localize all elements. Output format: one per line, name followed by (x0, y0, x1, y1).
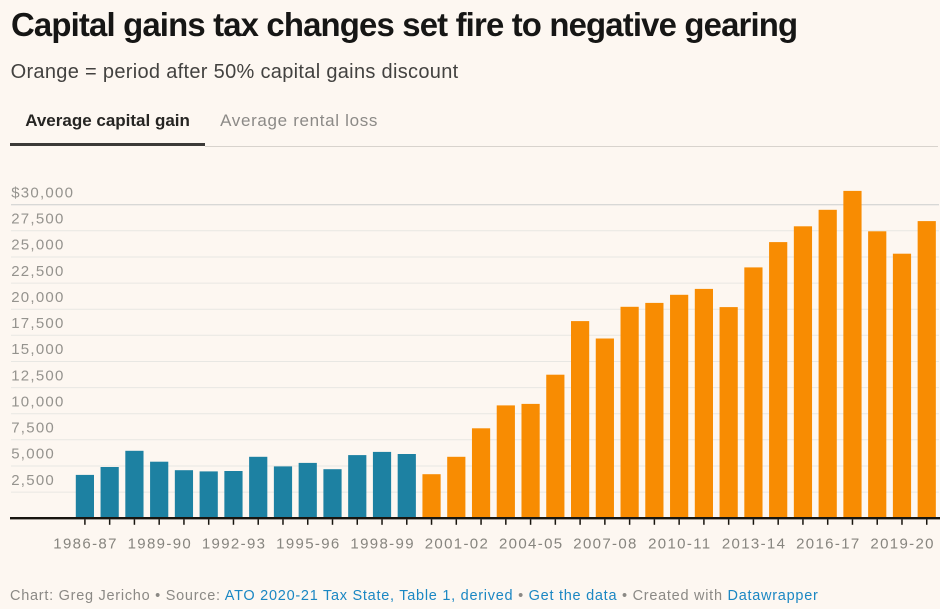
svg-text:5,000: 5,000 (11, 446, 55, 463)
svg-text:1998-99: 1998-99 (350, 536, 415, 553)
svg-text:2019-20: 2019-20 (870, 536, 935, 553)
svg-text:2010-11: 2010-11 (648, 536, 711, 553)
svg-text:2013-14: 2013-14 (722, 536, 787, 553)
svg-text:10,000: 10,000 (11, 393, 64, 410)
svg-text:2,500: 2,500 (11, 472, 55, 489)
svg-text:22,500: 22,500 (11, 263, 64, 280)
svg-text:2016-17: 2016-17 (796, 536, 861, 553)
svg-text:2004-05: 2004-05 (499, 536, 564, 553)
svg-text:1986-87: 1986-87 (53, 536, 118, 553)
svg-text:27,500: 27,500 (11, 211, 64, 228)
svg-text:$30,000: $30,000 (11, 184, 74, 201)
svg-text:20,000: 20,000 (11, 289, 64, 306)
svg-text:1989-90: 1989-90 (128, 536, 193, 553)
svg-text:15,000: 15,000 (11, 341, 64, 358)
svg-text:2001-02: 2001-02 (425, 536, 490, 553)
svg-text:25,000: 25,000 (11, 237, 64, 254)
svg-text:1995-96: 1995-96 (276, 536, 341, 553)
svg-text:1992-93: 1992-93 (202, 536, 267, 553)
svg-text:7,500: 7,500 (11, 420, 55, 437)
svg-text:17,500: 17,500 (11, 315, 64, 332)
svg-text:12,500: 12,500 (11, 367, 64, 384)
svg-text:2007-08: 2007-08 (573, 536, 638, 553)
